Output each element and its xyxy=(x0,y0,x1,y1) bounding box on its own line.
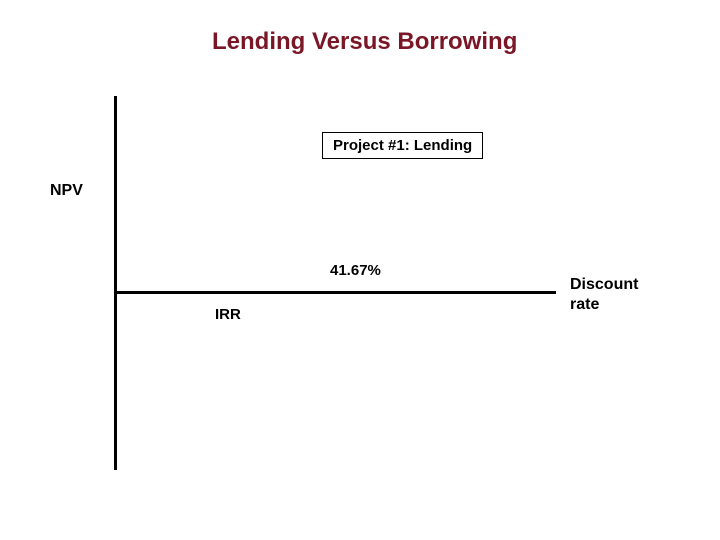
x-axis xyxy=(114,291,556,294)
figure: Lending Versus Borrowing Project #1: Len… xyxy=(0,0,720,540)
project-label-box: Project #1: Lending xyxy=(322,132,483,159)
y-axis xyxy=(114,96,117,470)
npv-axis-label: NPV xyxy=(50,182,83,200)
irr-marker-label: IRR xyxy=(215,306,241,323)
discount-rate-label-line1: Discount xyxy=(570,276,638,294)
irr-value-label: 41.67% xyxy=(330,262,381,279)
slide-title: Lending Versus Borrowing xyxy=(212,28,517,56)
discount-rate-label-line2: rate xyxy=(570,296,599,314)
